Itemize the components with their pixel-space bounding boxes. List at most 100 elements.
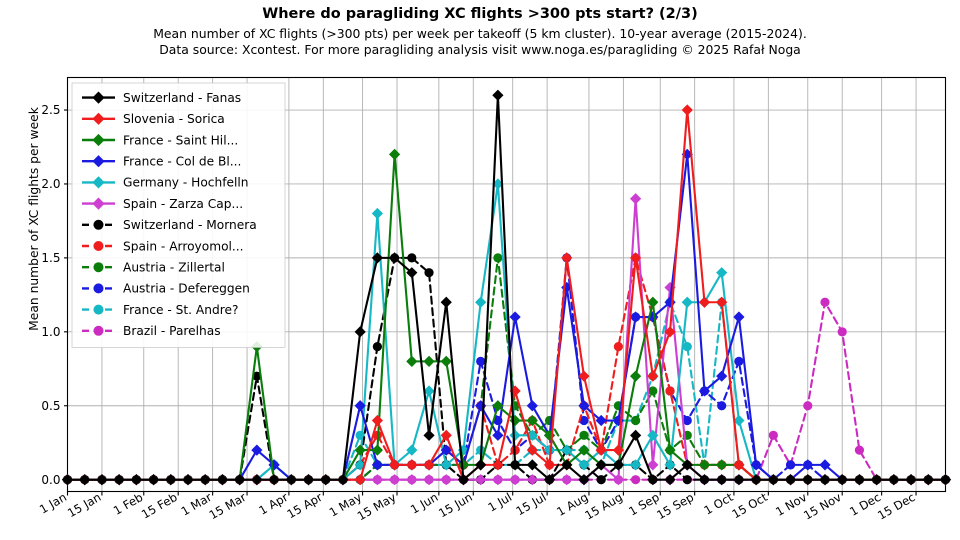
legend-item[interactable]: Switzerland - Mornera <box>82 218 257 232</box>
series-marker <box>302 474 315 486</box>
series-marker <box>717 401 727 411</box>
x-tick-label: 1 Jan <box>37 490 69 517</box>
series-marker <box>320 474 332 486</box>
legend-label: Germany - Hochfelln <box>123 176 249 190</box>
legend-item[interactable]: Slovenia - Sorica <box>82 112 225 126</box>
series-marker <box>698 474 711 486</box>
y-tick-label: 2.0 <box>41 177 60 191</box>
legend-item[interactable]: Austria - Defereggen <box>82 282 250 296</box>
series-marker <box>853 474 866 486</box>
legend-label: Austria - Defereggen <box>123 282 250 296</box>
series-marker <box>734 356 744 366</box>
series-marker <box>371 444 383 456</box>
legend-item[interactable]: France - Col de Bl... <box>82 155 241 169</box>
series-marker <box>630 252 642 264</box>
series-marker <box>682 475 692 485</box>
series-marker <box>268 474 280 486</box>
series-marker <box>561 252 573 264</box>
series-marker <box>182 474 194 486</box>
legend-item[interactable]: Austria - Zillertal <box>82 261 225 275</box>
series-marker <box>802 459 814 471</box>
legend-label: France - Col de Bl... <box>123 155 241 169</box>
series-marker <box>819 474 831 486</box>
series-marker <box>165 474 177 486</box>
series-marker <box>631 415 641 426</box>
legend-swatch-marker <box>93 325 104 336</box>
y-tick-label: 0.0 <box>41 473 60 487</box>
x-tick-label: 1 Jul <box>485 490 514 515</box>
series-marker <box>509 311 521 323</box>
legend-swatch-marker <box>92 112 105 125</box>
series-marker <box>802 474 814 486</box>
series-marker <box>388 459 401 471</box>
series-marker <box>285 474 297 486</box>
x-tick-label: 15 Jan <box>65 490 103 520</box>
series-marker <box>406 459 418 471</box>
axis-frame <box>66 76 947 493</box>
series-marker <box>595 414 607 427</box>
series-marker <box>664 459 676 471</box>
series-marker <box>803 401 813 411</box>
chart-legend: Switzerland - Fanas Slovenia - Sorica Fran… <box>71 82 286 348</box>
series-marker <box>440 296 452 308</box>
plot-frame <box>66 76 947 493</box>
legend-swatch-marker <box>92 155 105 168</box>
legend-item[interactable]: Switzerland - Fanas <box>82 91 241 105</box>
subtitle-line-1: Mean number of XC flights (>300 pts) per… <box>153 26 807 41</box>
series-marker <box>252 371 262 381</box>
series-marker <box>130 474 142 486</box>
series-marker <box>371 252 383 264</box>
x-tick-label: 15 Jul <box>514 490 549 518</box>
series-marker <box>733 311 745 323</box>
legend-item[interactable]: France - Saint Hil... <box>82 133 238 147</box>
series-marker <box>526 429 538 441</box>
series-marker <box>509 474 521 486</box>
series-marker <box>388 474 401 486</box>
legend-item[interactable]: Brazil - Parelhas <box>82 324 221 338</box>
series-marker <box>423 429 435 441</box>
legend-label: Brazil - Parelhas <box>123 324 221 338</box>
series-marker <box>526 400 538 412</box>
legend-item[interactable]: France - St. Andre? <box>82 303 238 317</box>
series-marker <box>819 459 831 471</box>
subtitle-line-2: Data source: Xcontest. For more paraglid… <box>159 42 801 57</box>
legend-item[interactable]: Spain - Arroyomol... <box>82 239 244 253</box>
series-marker <box>492 459 504 471</box>
series-marker <box>509 429 521 441</box>
series-marker <box>630 311 642 323</box>
series-marker <box>440 459 452 471</box>
series-marker <box>354 474 366 486</box>
series-marker <box>372 342 382 352</box>
series-marker <box>440 474 452 486</box>
legend-swatch-marker <box>92 176 105 189</box>
series-marker <box>647 370 659 382</box>
legend-item[interactable]: Spain - Zarza Cap... <box>82 197 243 211</box>
series-marker <box>664 281 676 294</box>
series-marker <box>199 474 211 486</box>
series-marker <box>216 474 229 486</box>
series-marker <box>716 474 728 486</box>
data-series <box>61 89 952 486</box>
series-marker <box>630 370 642 382</box>
series-marker <box>612 474 625 486</box>
series-marker <box>423 474 435 486</box>
series-marker <box>354 326 366 338</box>
y-tick-label: 0.5 <box>41 399 60 413</box>
series-marker <box>733 474 745 486</box>
series-marker <box>647 474 659 486</box>
series-marker <box>406 355 418 367</box>
series-marker <box>733 459 745 471</box>
series-marker <box>492 429 504 441</box>
series-marker <box>630 459 642 471</box>
series-marker <box>681 459 693 471</box>
legend-label: France - Saint Hil... <box>123 133 238 147</box>
series-marker <box>492 474 504 486</box>
series-marker <box>767 474 779 486</box>
series-marker <box>733 414 745 427</box>
series-marker <box>493 253 503 263</box>
series-marker <box>337 474 349 486</box>
series-marker <box>595 444 607 456</box>
legend-item[interactable]: Germany - Hochfelln <box>82 176 249 190</box>
series-marker <box>750 474 762 486</box>
